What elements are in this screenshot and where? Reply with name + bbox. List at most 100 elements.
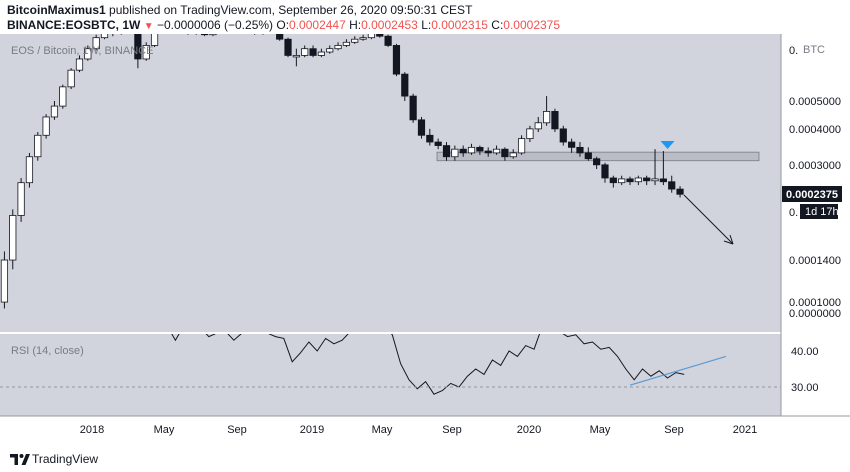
candle[interactable] — [34, 132, 42, 161]
candle-body — [292, 55, 300, 58]
candle-body — [359, 37, 367, 40]
candle[interactable] — [25, 152, 34, 188]
candle[interactable] — [576, 142, 584, 157]
candle[interactable] — [342, 39, 351, 48]
candle[interactable] — [476, 145, 484, 155]
candle[interactable] — [459, 145, 467, 157]
candle[interactable] — [651, 149, 659, 186]
candle[interactable] — [559, 125, 567, 146]
candle[interactable] — [668, 175, 676, 193]
candle[interactable] — [526, 125, 534, 143]
candle[interactable] — [417, 116, 426, 139]
candle[interactable] — [534, 116, 542, 133]
author-name[interactable]: BitcoinMaximus1 — [7, 3, 106, 17]
candle[interactable] — [384, 34, 392, 48]
candle[interactable] — [75, 55, 84, 73]
tradingview-brand[interactable]: TradingView — [32, 452, 99, 466]
publish-info: published on TradingView.com, September … — [109, 3, 473, 17]
candle[interactable] — [0, 251, 9, 309]
candle[interactable] — [351, 36, 359, 44]
candle[interactable] — [509, 149, 517, 159]
candle[interactable] — [593, 156, 601, 170]
chart-title: EOS / Bitcoin, 1W, BINANCE — [11, 45, 153, 57]
candle[interactable] — [59, 84, 67, 109]
candle-body — [326, 48, 334, 53]
symbol-label: BINANCE:EOSBTC, 1W — [7, 18, 141, 32]
candle-body — [618, 178, 626, 184]
tradingview-logo-icon[interactable] — [9, 451, 31, 467]
last-price-value: 0.0002375 — [786, 189, 838, 201]
candle[interactable] — [409, 93, 417, 123]
candle[interactable] — [84, 45, 92, 61]
rsi-line — [171, 334, 685, 395]
candle[interactable] — [568, 138, 576, 153]
candle-body — [67, 69, 75, 88]
candle[interactable] — [284, 37, 292, 58]
candle[interactable] — [367, 34, 376, 40]
candle[interactable] — [426, 128, 434, 146]
candle[interactable] — [392, 43, 401, 77]
candle[interactable] — [484, 147, 492, 157]
candle[interactable] — [609, 175, 617, 188]
candle[interactable] — [434, 138, 442, 150]
candle[interactable] — [601, 162, 609, 183]
candle-body — [59, 86, 67, 107]
candle[interactable] — [551, 108, 559, 133]
candle-body — [25, 156, 34, 184]
candle[interactable] — [100, 34, 109, 40]
candle[interactable] — [142, 42, 150, 61]
candle-body — [342, 41, 351, 46]
candle[interactable] — [376, 34, 384, 38]
candle[interactable] — [517, 135, 526, 155]
candle[interactable] — [292, 48, 300, 67]
candle[interactable] — [676, 186, 684, 198]
candle-body — [100, 34, 109, 39]
high-label: H: — [349, 18, 362, 32]
candle[interactable] — [134, 34, 142, 69]
candle[interactable] — [150, 34, 159, 48]
chart-header: BitcoinMaximus1 published on TradingView… — [0, 0, 850, 34]
candle[interactable] — [467, 143, 476, 155]
low-value: 0.0002315 — [431, 18, 488, 32]
candle[interactable] — [626, 176, 634, 186]
candle[interactable] — [67, 68, 75, 90]
candle-body — [509, 152, 517, 158]
candle[interactable] — [9, 209, 17, 270]
candle[interactable] — [317, 48, 325, 58]
candle[interactable] — [634, 175, 642, 186]
projection-arrow-head — [723, 234, 734, 245]
candle-body — [676, 188, 684, 195]
candle[interactable] — [17, 177, 25, 222]
candle-body — [75, 58, 84, 71]
rsi-tick-label: 30.00 — [791, 382, 819, 394]
rsi-tick-label: 40.00 — [791, 346, 819, 358]
last-price-tag — [782, 186, 842, 202]
candle[interactable] — [501, 147, 509, 161]
candle[interactable] — [309, 45, 317, 58]
candle[interactable] — [301, 45, 309, 58]
candle[interactable] — [442, 142, 451, 161]
candle[interactable] — [618, 175, 626, 186]
candle-body — [426, 134, 434, 143]
candle-body — [17, 182, 25, 216]
candle[interactable] — [201, 34, 209, 37]
candle[interactable] — [92, 34, 100, 51]
candle[interactable] — [643, 175, 651, 186]
candle[interactable] — [401, 72, 409, 101]
candle[interactable] — [584, 147, 592, 161]
candle[interactable] — [50, 101, 59, 120]
candle[interactable] — [451, 145, 459, 161]
candle[interactable] — [42, 114, 50, 139]
candle[interactable] — [334, 42, 342, 51]
candle-body — [42, 116, 50, 136]
candle[interactable] — [209, 34, 217, 37]
candle[interactable] — [542, 96, 551, 126]
chart-canvas[interactable]: 0.0005000 0.0004000 0.0003000 0.0001400 0.00… — [0, 34, 850, 446]
candle[interactable] — [276, 34, 284, 41]
candle[interactable] — [659, 151, 667, 186]
candle[interactable] — [326, 45, 334, 54]
candle[interactable] — [359, 34, 367, 41]
candle[interactable] — [110, 34, 116, 37]
candle[interactable] — [492, 145, 501, 155]
candle-body — [542, 111, 551, 124]
